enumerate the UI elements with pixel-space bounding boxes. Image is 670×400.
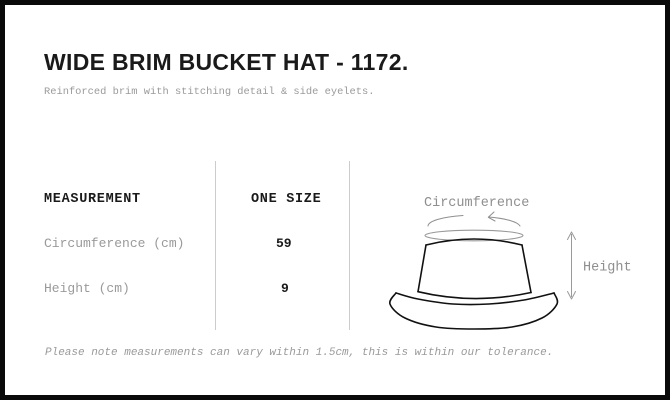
svg-text:Height: Height xyxy=(583,261,632,276)
svg-text:Circumference: Circumference xyxy=(424,196,529,211)
